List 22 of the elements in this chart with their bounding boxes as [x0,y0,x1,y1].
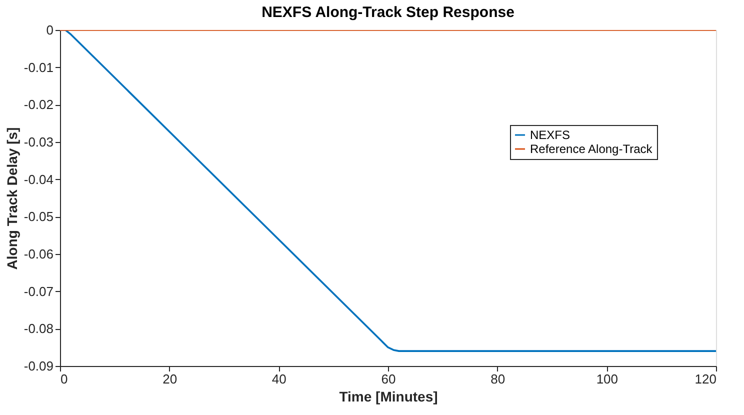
y-tick-label: -0.01 [24,60,54,75]
y-tick-label: -0.05 [24,209,54,224]
x-tick-label: 100 [596,372,618,386]
x-tick-label: 80 [490,372,506,386]
x-tick-label: 20 [162,372,178,386]
y-axis-title: Along Track Delay [s] [4,127,20,270]
y-tick-label: -0.06 [24,246,54,262]
x-tick-label: 120 [694,372,716,386]
y-tick-label: -0.09 [24,358,54,374]
y-tick-label: -0.03 [24,134,54,150]
y-tick-label: -0.08 [24,321,54,336]
x-tick-label: 40 [272,372,286,386]
y-tick-label: -0.07 [24,284,54,299]
x-tick-label: 60 [381,372,396,386]
legend-label: NEXFS [530,128,570,142]
x-tick-label: 0 [60,372,68,386]
chart-title: NEXFS Along-Track Step Response [262,4,514,21]
y-tick-label: -0.04 [24,172,54,187]
legend-label: Reference Along-Track [530,142,654,156]
x-axis-title: Time [Minutes] [339,388,438,404]
y-tick-label: 0 [46,22,54,38]
y-tick-label: -0.02 [24,97,54,112]
